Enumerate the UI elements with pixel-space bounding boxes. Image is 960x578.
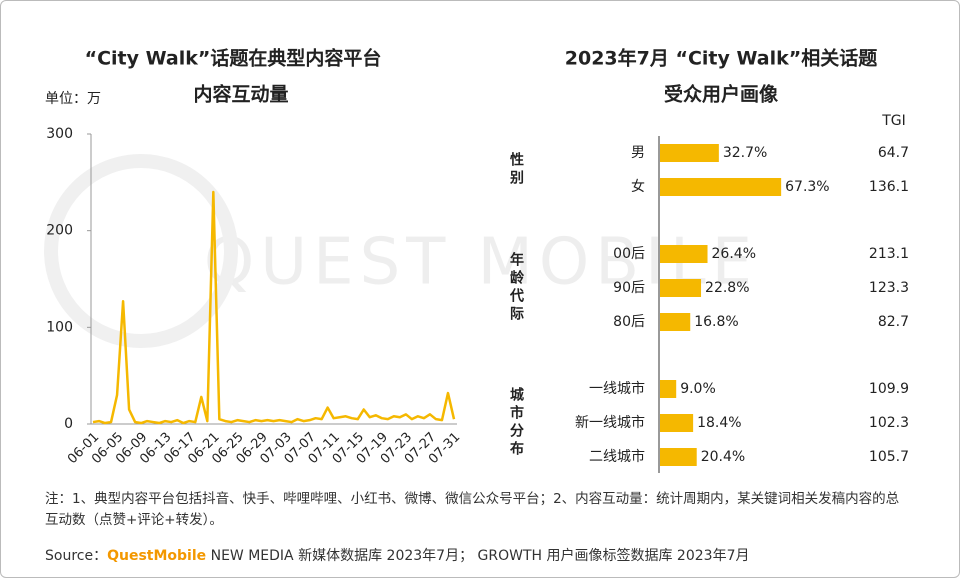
tgi-header: TGI [881,113,906,129]
note: 注：1、典型内容平台包括抖音、快手、哔哩哔哩、小红书、微博、微信公众号平台；2、… [45,491,900,528]
bar [660,178,782,196]
tgi-value: 82.7 [878,314,909,330]
source: Source：QuestMobile NEW MEDIA 新媒体数据库 2023… [45,545,749,565]
value-label: 18.4% [697,415,741,431]
bar [660,448,697,466]
line-title: 内容互动量 [193,83,288,106]
category-label: 00后 [613,246,645,262]
value-label: 67.3% [785,179,829,195]
bar [660,414,694,432]
value-label: 9.0% [680,381,716,397]
line-series [92,190,456,425]
source-brand: QuestMobile [107,548,207,564]
value-label: 22.8% [705,280,749,296]
category-label: 女 [631,178,645,195]
category-label: 二线城市 [589,448,645,465]
category-label: 新一线城市 [575,414,645,431]
category-label: 男 [631,145,645,161]
y-tick-label: 300 [46,126,73,142]
value-label: 20.4% [701,449,745,465]
tgi-value: 213.1 [869,246,909,262]
bar [660,313,691,331]
tgi-value: 105.7 [869,449,909,465]
tgi-value: 102.3 [869,415,909,431]
group-label: 城市分布 [508,386,524,459]
source-prefix: Source： [45,548,108,564]
source-text: NEW MEDIA 新媒体数据库 2023年7月； GROWTH 用户画像标签数… [210,548,750,564]
y-tick-label: 100 [46,319,73,335]
line-title: “City Walk”话题在典型内容平台 [85,47,382,70]
tgi-value: 109.9 [869,381,909,397]
value-label: 26.4% [712,246,756,262]
bar [660,279,702,297]
bar [660,144,719,162]
bar [660,245,708,263]
group-label: 性别 [508,151,525,188]
value-label: 16.8% [694,314,738,330]
tgi-value: 123.3 [869,280,909,296]
group-label: 年龄代际 [508,251,525,324]
bar-title: 2023年7月 “City Walk”相关话题 [565,47,877,70]
bar-title: 受众用户画像 [664,83,779,106]
watermark-logo [44,154,238,348]
y-tick-label: 0 [64,416,73,432]
chart: QUEST MOBILE “City Walk”话题在典型内容平台 内容互动量 … [44,47,909,473]
bar [660,380,677,398]
category-label: 90后 [613,280,645,296]
category-label: 一线城市 [589,380,645,397]
unit: 单位：万 [45,91,101,107]
tgi-value: 136.1 [869,179,909,195]
value-label: 32.7% [723,145,767,161]
y-tick-label: 200 [46,223,73,239]
category-label: 80后 [613,314,645,330]
tgi-value: 64.7 [878,145,909,161]
